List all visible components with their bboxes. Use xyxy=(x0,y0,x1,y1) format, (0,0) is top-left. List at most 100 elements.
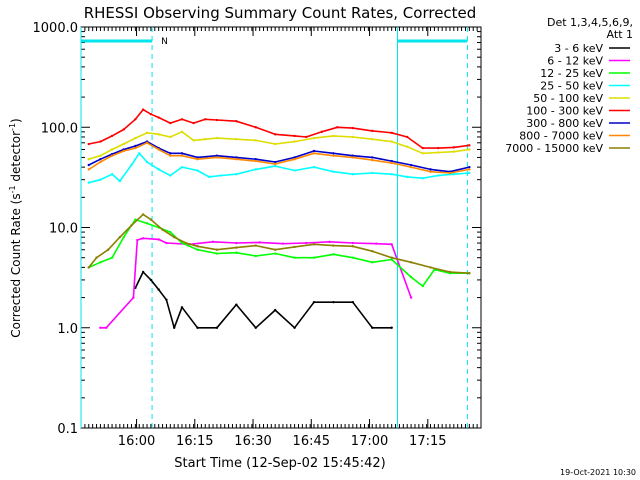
series-point xyxy=(320,130,323,134)
series-line xyxy=(88,108,470,149)
plot-frame xyxy=(80,26,482,429)
series-point xyxy=(281,242,285,245)
chart-title: RHESSI Observing Summary Count Rates, Co… xyxy=(84,4,477,22)
series-point xyxy=(468,148,471,151)
series-point xyxy=(293,256,296,259)
series-point xyxy=(207,175,211,179)
series-point xyxy=(351,173,355,176)
series-point xyxy=(134,118,137,121)
series-line xyxy=(100,237,412,329)
series-point xyxy=(87,158,90,161)
series-point xyxy=(99,160,102,164)
series-point xyxy=(141,213,145,216)
series-point xyxy=(138,152,141,155)
series-point xyxy=(134,136,137,140)
series-point xyxy=(273,160,277,164)
series-point xyxy=(235,119,238,123)
legend-label: 50 - 100 keV xyxy=(533,92,603,105)
series-point xyxy=(180,152,184,155)
series-point xyxy=(211,240,215,244)
series-point xyxy=(130,163,133,167)
series-point xyxy=(409,296,413,299)
series-point xyxy=(215,252,219,255)
series-point xyxy=(169,135,172,139)
series-point xyxy=(273,308,277,312)
legend-label: 300 - 800 keV xyxy=(526,117,603,130)
series-point xyxy=(169,152,172,155)
series-point xyxy=(254,158,257,161)
series-point xyxy=(169,154,172,157)
series-point xyxy=(273,248,277,251)
series-point xyxy=(215,136,219,140)
series-point xyxy=(157,238,160,241)
series-point xyxy=(161,228,164,231)
series-point xyxy=(192,121,195,125)
series-point xyxy=(429,266,432,269)
series-point xyxy=(332,244,335,247)
series-point xyxy=(421,284,424,288)
legend-label: 800 - 7000 keV xyxy=(519,130,603,143)
series-point xyxy=(204,118,207,121)
series-point xyxy=(219,174,223,177)
series-point xyxy=(421,152,424,155)
series-point xyxy=(145,131,149,135)
series-point xyxy=(157,148,160,151)
series-point xyxy=(448,270,452,274)
series-point xyxy=(429,168,432,171)
series-point xyxy=(149,218,153,221)
series-point xyxy=(448,171,452,175)
series-point xyxy=(180,118,184,121)
series-point xyxy=(235,158,238,161)
series-line xyxy=(88,131,470,160)
series-point xyxy=(312,300,316,304)
x-tick-label: 16:45 xyxy=(293,434,330,449)
series-point xyxy=(390,131,393,135)
series-point xyxy=(371,137,374,141)
series-point xyxy=(215,156,219,159)
series-point xyxy=(254,254,257,258)
series-point xyxy=(468,165,471,169)
legend-label: 25 - 50 keV xyxy=(540,80,603,93)
series-point xyxy=(141,108,145,111)
series-point xyxy=(110,173,114,176)
series-point xyxy=(437,174,440,177)
series-point xyxy=(371,326,374,329)
series-point xyxy=(87,266,90,269)
series-point xyxy=(336,126,339,129)
y-tick-label: 1.0 xyxy=(57,322,78,337)
legend-label: 6 - 12 keV xyxy=(547,55,603,68)
series-point xyxy=(437,151,440,154)
series-point xyxy=(145,160,149,164)
series-point xyxy=(87,168,90,171)
y-tick-label: 0.1 xyxy=(57,422,78,437)
series-point xyxy=(406,145,409,148)
series-point xyxy=(371,171,374,175)
series-point xyxy=(99,158,102,161)
night-label: N xyxy=(161,37,168,47)
series-point xyxy=(215,118,219,122)
series-point xyxy=(180,130,184,134)
series-point xyxy=(273,164,277,168)
series-point xyxy=(332,170,335,173)
series-point xyxy=(169,121,172,125)
legend-header-line1: Det 1,3,4,5,6,9, xyxy=(547,16,633,29)
series-point xyxy=(421,146,424,150)
series-point xyxy=(429,170,432,173)
series-point xyxy=(254,126,257,129)
series-point xyxy=(180,165,184,169)
series-point xyxy=(173,326,176,329)
series-point xyxy=(110,154,114,157)
series-point xyxy=(157,288,160,291)
series-point xyxy=(145,222,149,225)
series-point xyxy=(235,303,238,306)
series-point xyxy=(110,256,114,259)
series-point xyxy=(351,300,355,304)
legend-label: 7000 - 15000 keV xyxy=(505,142,603,155)
series-point xyxy=(99,154,102,157)
series-point xyxy=(157,116,160,119)
series-point xyxy=(293,245,296,249)
series-point xyxy=(406,135,409,139)
series-point xyxy=(409,163,413,167)
